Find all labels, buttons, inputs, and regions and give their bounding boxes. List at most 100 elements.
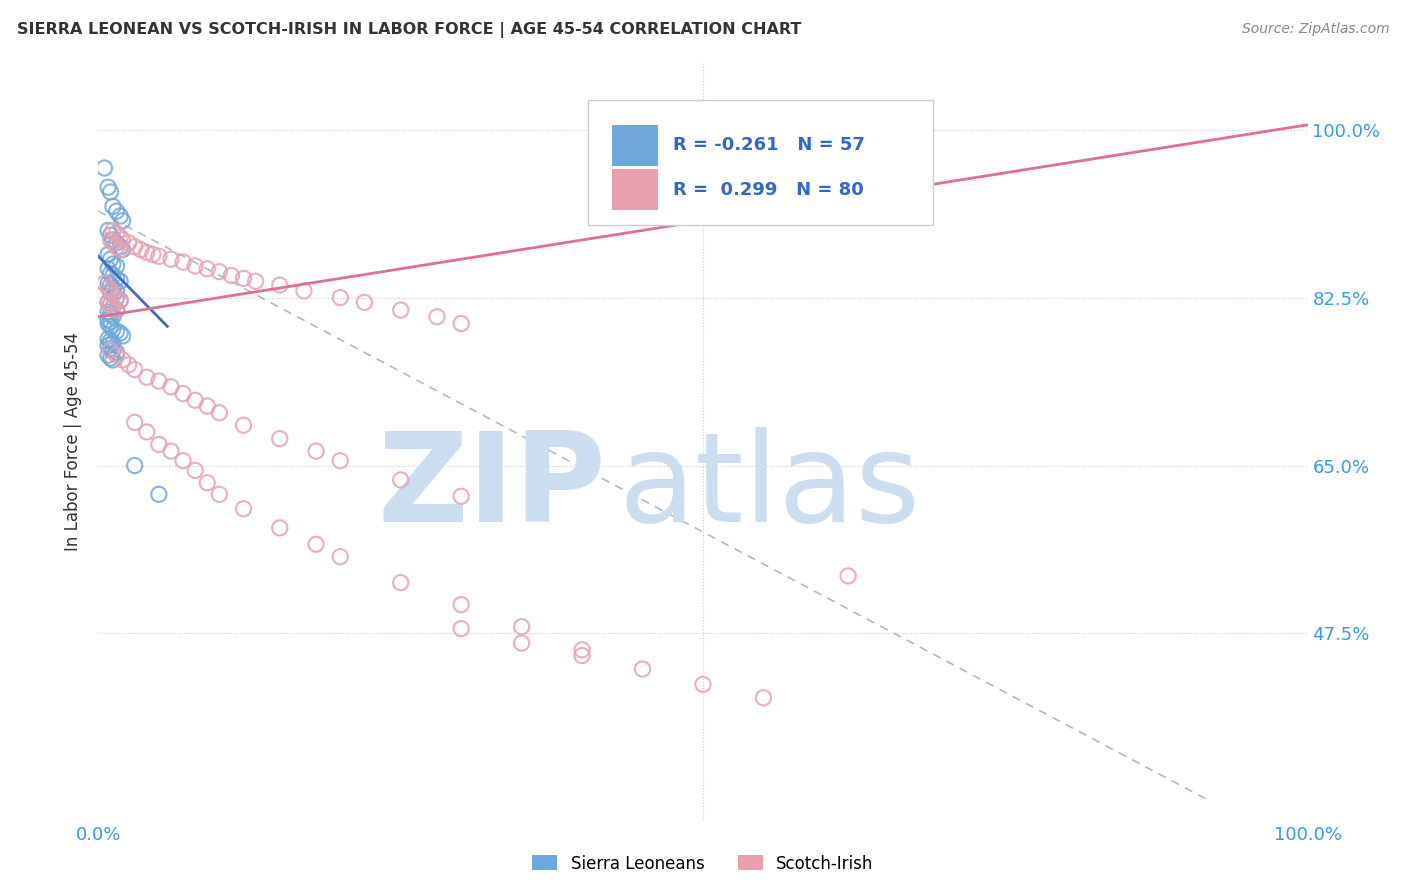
Point	[269, 521, 291, 535]
Point	[450, 489, 472, 503]
Point	[93, 276, 115, 290]
Point	[160, 380, 183, 394]
Point	[329, 454, 352, 468]
Point	[510, 636, 533, 650]
Point	[101, 287, 124, 301]
Point	[184, 393, 207, 408]
Point	[426, 310, 449, 324]
Point	[450, 317, 472, 331]
Point	[108, 230, 131, 244]
Point	[100, 284, 122, 298]
Point	[97, 276, 120, 290]
Point	[108, 293, 131, 308]
Point	[100, 297, 122, 311]
Point	[101, 353, 124, 368]
Point	[105, 284, 128, 298]
Point	[100, 185, 122, 199]
Point	[105, 324, 128, 338]
Point	[118, 235, 141, 250]
Point	[118, 358, 141, 372]
Point	[97, 223, 120, 237]
Point	[692, 677, 714, 691]
Point	[100, 315, 122, 329]
Point	[111, 353, 134, 368]
Point	[105, 303, 128, 318]
Point	[108, 274, 131, 288]
Point	[108, 209, 131, 223]
Point	[124, 458, 146, 473]
Point	[100, 233, 122, 247]
Point	[208, 406, 231, 420]
Point	[232, 271, 254, 285]
Point	[111, 233, 134, 247]
Point	[269, 432, 291, 446]
Point	[101, 257, 124, 271]
Point	[105, 271, 128, 285]
Point	[97, 348, 120, 362]
Point	[100, 342, 122, 356]
Point	[245, 274, 267, 288]
Point	[172, 454, 194, 468]
FancyBboxPatch shape	[613, 169, 658, 211]
FancyBboxPatch shape	[613, 125, 658, 166]
Point	[124, 240, 146, 254]
Point	[105, 259, 128, 273]
Point	[184, 259, 207, 273]
Y-axis label: In Labor Force | Age 45-54: In Labor Force | Age 45-54	[65, 332, 83, 551]
Point	[100, 278, 122, 293]
Point	[100, 351, 122, 365]
Point	[142, 247, 165, 261]
Point	[105, 291, 128, 305]
Point	[631, 662, 654, 676]
Text: SIERRA LEONEAN VS SCOTCH-IRISH IN LABOR FORCE | AGE 45-54 CORRELATION CHART: SIERRA LEONEAN VS SCOTCH-IRISH IN LABOR …	[17, 22, 801, 38]
Point	[97, 317, 120, 331]
Point	[100, 307, 122, 321]
Point	[101, 235, 124, 250]
Point	[160, 252, 183, 267]
Point	[108, 243, 131, 257]
Text: Source: ZipAtlas.com: Source: ZipAtlas.com	[1241, 22, 1389, 37]
Point	[124, 415, 146, 429]
Point	[208, 487, 231, 501]
Text: R = -0.261   N = 57: R = -0.261 N = 57	[672, 136, 865, 154]
Point	[232, 418, 254, 433]
Point	[389, 303, 412, 318]
Point	[160, 444, 183, 458]
Point	[97, 247, 120, 261]
Point	[101, 199, 124, 213]
Point	[184, 463, 207, 477]
Point	[101, 335, 124, 350]
Point	[97, 338, 120, 352]
Point	[305, 444, 328, 458]
Point	[269, 278, 291, 293]
Point	[105, 204, 128, 219]
Point	[129, 243, 152, 257]
Legend: Sierra Leoneans, Scotch-Irish: Sierra Leoneans, Scotch-Irish	[526, 848, 880, 880]
Point	[100, 252, 122, 267]
Point	[108, 240, 131, 254]
Point	[329, 291, 352, 305]
Point	[389, 575, 412, 590]
Point	[450, 622, 472, 636]
Point	[100, 319, 122, 334]
Point	[105, 303, 128, 318]
Point	[135, 370, 157, 384]
Point	[172, 255, 194, 269]
Point	[100, 334, 122, 348]
Point	[571, 642, 593, 657]
Point	[510, 620, 533, 634]
Text: ZIP: ZIP	[378, 426, 606, 548]
Point	[135, 245, 157, 260]
Point	[93, 161, 115, 175]
Point	[101, 268, 124, 283]
Point	[101, 300, 124, 314]
Point	[752, 690, 775, 705]
Point	[97, 332, 120, 346]
Point	[97, 281, 120, 295]
Point	[101, 233, 124, 247]
Point	[97, 305, 120, 319]
FancyBboxPatch shape	[588, 101, 932, 226]
Point	[100, 343, 122, 358]
Point	[101, 281, 124, 295]
Point	[100, 285, 122, 300]
